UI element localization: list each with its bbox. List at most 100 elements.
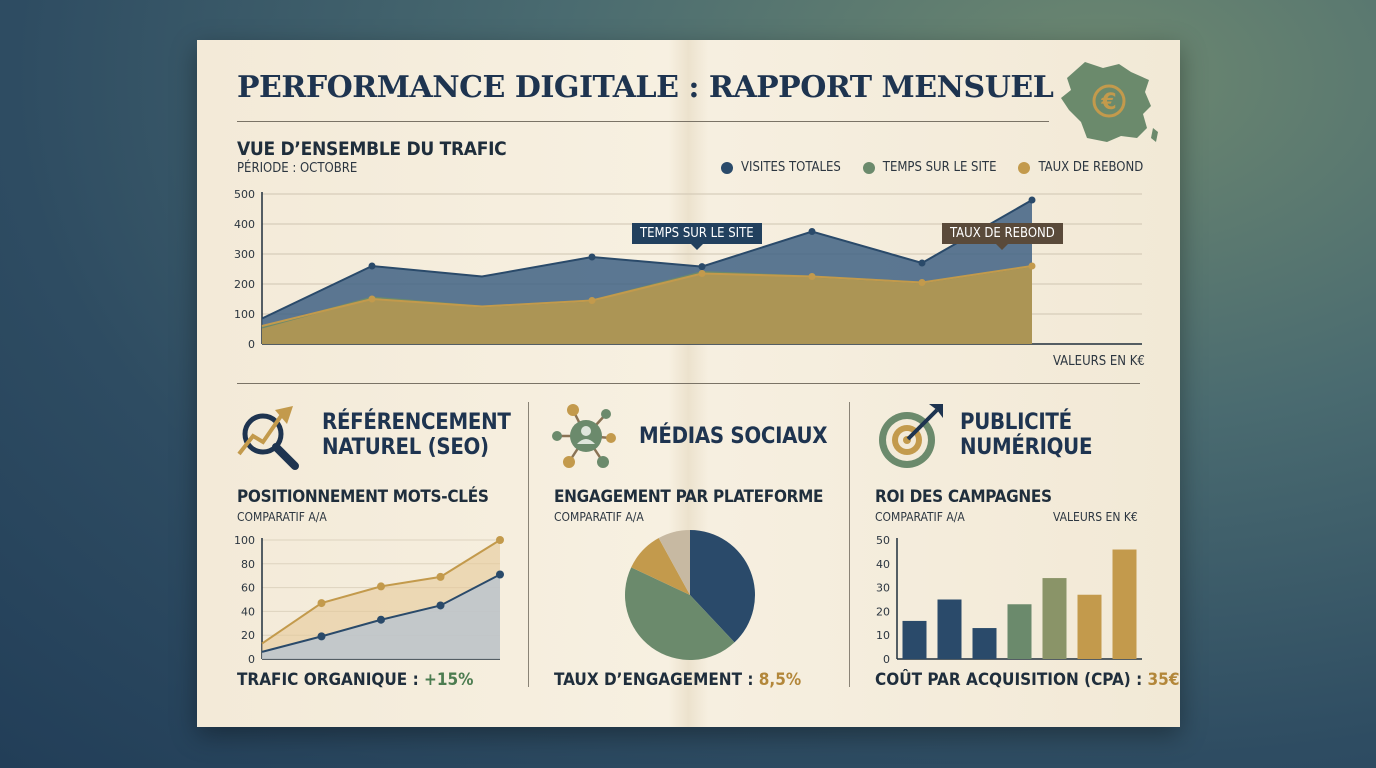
ads-heading: ROI DES CAMPAGNES — [875, 487, 1052, 507]
callout-time-on-site: TEMPS SUR LE SITE — [632, 223, 762, 250]
traffic-area-chart: 0 100 200 300 400 500 — [234, 188, 1142, 351]
data-point — [808, 273, 816, 280]
divider-right — [849, 402, 850, 687]
data-point — [496, 536, 504, 544]
ads-title-line1: PUBLICITÉ — [960, 410, 1072, 435]
roi-tick-label: 0 — [883, 653, 890, 666]
data-point — [368, 262, 376, 270]
social-footer: TAUX D’ENGAGEMENT : 8,5% — [554, 670, 801, 690]
bar — [937, 599, 962, 659]
data-point — [918, 279, 926, 286]
section-rule — [237, 383, 1140, 384]
ads-footer: COÛT PAR ACQUISITION (CPA) : 35€ — [875, 670, 1179, 690]
seo-tick-label: 60 — [241, 582, 255, 595]
seo-heading: POSITIONNEMENT MOTS-CLÉS — [237, 487, 489, 507]
pie-slice — [631, 538, 690, 595]
legend-item-visits: VISITES TOTALES — [721, 160, 841, 175]
series-line-2 — [261, 265, 1033, 327]
social-network-icon — [552, 404, 616, 468]
ads-subtitle: COMPARATIF A/A — [875, 510, 965, 524]
traffic-period: PÉRIODE : OCTOBRE — [237, 161, 358, 176]
ads-title-line2: NUMÉRIQUE — [960, 435, 1093, 460]
seo-footer-value: +15% — [424, 670, 474, 690]
seo-title-line1: RÉFÉRENCEMENT — [322, 410, 511, 435]
data-point — [918, 259, 926, 267]
roi-tick-label: 30 — [876, 582, 890, 595]
social-subtitle: COMPARATIF A/A — [554, 510, 644, 524]
traffic-units: VALEURS EN K€ — [1053, 354, 1145, 369]
pie-slice — [690, 530, 755, 643]
social-footer-value: 8,5% — [758, 670, 802, 690]
data-point — [436, 601, 445, 610]
seo-title: RÉFÉRENCEMENT NATUREL (SEO) — [322, 410, 511, 460]
data-point — [496, 570, 504, 579]
ads-footer-label: COÛT PAR ACQUISITION (CPA) : — [875, 670, 1148, 690]
bar — [1077, 594, 1102, 659]
seo-footer: TRAFIC ORGANIQUE : +15% — [237, 670, 473, 690]
seo-tick-label: 80 — [241, 558, 255, 571]
social-title: MÉDIAS SOCIAUX — [639, 424, 828, 449]
social-heading: ENGAGEMENT PAR PLATEFORME — [554, 487, 824, 507]
legend-item-time: TEMPS SUR LE SITE — [862, 160, 997, 175]
bar — [1007, 604, 1032, 659]
legend-label: VISITES TOTALES — [741, 160, 841, 175]
data-point — [377, 582, 385, 591]
traffic-tick-label: 100 — [234, 308, 255, 321]
page-title: PERFORMANCE DIGITALE : RAPPORT MENSUEL — [237, 70, 1054, 105]
title-rule — [237, 121, 1049, 122]
data-point — [588, 253, 596, 261]
data-point — [1028, 262, 1036, 270]
bar — [1112, 549, 1137, 659]
seo-area-chart: 0 20 40 60 80 100 — [234, 534, 504, 666]
legend-label: TAUX DE REBOND — [1038, 160, 1144, 175]
traffic-heading: VUE D’ENSEMBLE DU TRAFIC — [237, 138, 507, 160]
bar — [972, 628, 997, 659]
social-footer-label: TAUX D’ENGAGEMENT : — [554, 670, 759, 690]
roi-tick-label: 20 — [876, 605, 890, 618]
traffic-legend: VISITES TOTALES TEMPS SUR LE SITE TAUX D… — [721, 160, 1143, 175]
ads-units: VALEURS EN K€ — [1053, 510, 1138, 524]
legend-swatch — [721, 161, 733, 174]
legend-item-bounce: TAUX DE REBOND — [1018, 160, 1143, 175]
seo-footer-label: TRAFIC ORGANIQUE : — [237, 670, 425, 690]
target-arrow-icon — [879, 404, 943, 468]
bar — [1042, 578, 1067, 659]
roi-tick-label: 50 — [876, 534, 890, 547]
traffic-tick-label: 200 — [234, 278, 255, 291]
data-point — [698, 263, 706, 271]
france-map-euro-icon: € — [1061, 62, 1158, 142]
data-point — [368, 295, 376, 303]
seo-subtitle: COMPARATIF A/A — [237, 510, 327, 524]
seo-tick-label: 0 — [248, 653, 255, 666]
pie-slice — [625, 567, 735, 660]
roi-tick-label: 10 — [876, 629, 890, 642]
traffic-tick-label: 300 — [234, 248, 255, 261]
divider-left — [528, 402, 529, 687]
report-sheet: PERFORMANCE DIGITALE : RAPPORT MENSUEL €… — [197, 40, 1180, 727]
pie-slice — [658, 530, 690, 595]
roi-tick-label: 40 — [876, 558, 890, 571]
seo-magnifier-icon — [237, 406, 299, 470]
legend-swatch — [862, 161, 875, 174]
legend-label: TEMPS SUR LE SITE — [882, 160, 997, 175]
seo-title-line2: NATUREL (SEO) — [322, 435, 489, 460]
bar — [902, 620, 927, 659]
engagement-pie-chart — [625, 530, 755, 660]
callout-bounce-rate: TAUX DE REBOND — [942, 223, 1063, 250]
series-area-2 — [262, 266, 1032, 344]
legend-swatch — [1018, 161, 1031, 174]
traffic-tick-label: 400 — [234, 218, 255, 231]
traffic-tick-label: 0 — [248, 338, 255, 351]
data-point — [808, 228, 816, 235]
data-point — [588, 297, 596, 304]
ads-title: PUBLICITÉ NUMÉRIQUE — [960, 410, 1092, 460]
seo-tick-label: 40 — [241, 605, 255, 618]
data-point — [1028, 196, 1036, 204]
svg-text:€: € — [1100, 90, 1116, 115]
data-point — [698, 270, 706, 277]
roi-bar-chart: 0 10 20 30 40 50 — [876, 534, 1142, 666]
traffic-tick-label: 500 — [234, 188, 255, 201]
data-point — [436, 572, 445, 581]
data-point — [377, 615, 385, 624]
data-point — [317, 632, 326, 641]
